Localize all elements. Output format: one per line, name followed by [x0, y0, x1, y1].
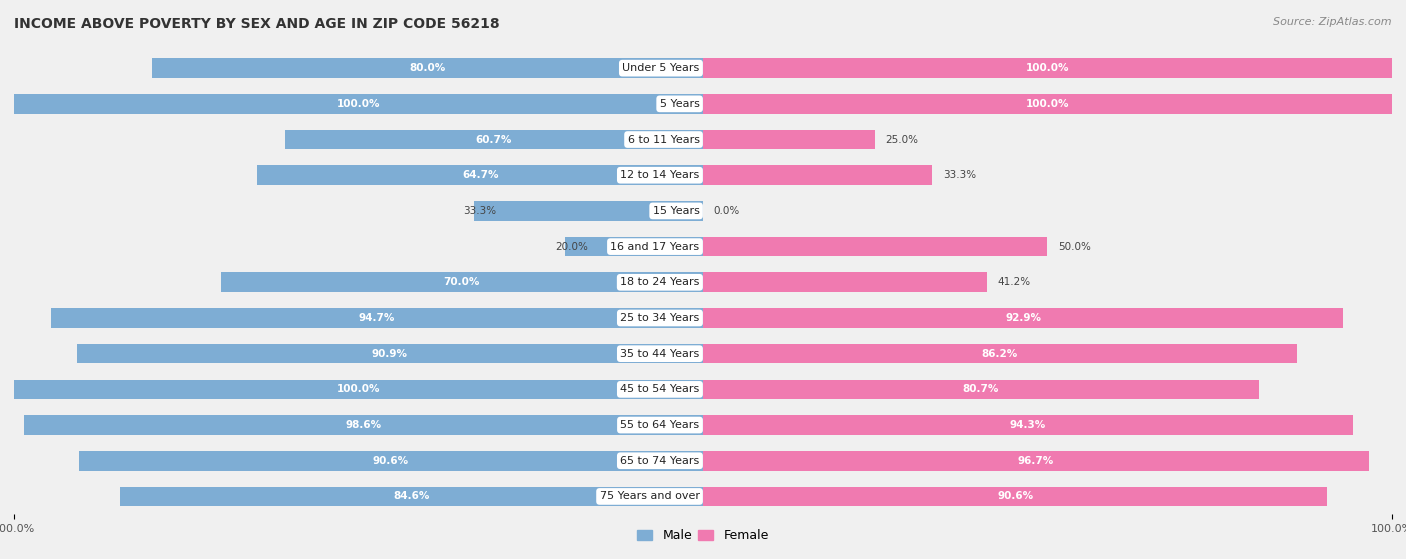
Bar: [703, 229, 1406, 264]
Bar: [703, 193, 1406, 229]
Text: 65 to 74 Years: 65 to 74 Years: [620, 456, 700, 466]
Bar: [703, 86, 1406, 122]
Bar: [0, 86, 703, 122]
Bar: [703, 58, 1392, 78]
Bar: [703, 237, 1047, 257]
Text: 92.9%: 92.9%: [1005, 313, 1040, 323]
Bar: [0, 193, 703, 229]
Text: 6 to 11 Years: 6 to 11 Years: [627, 135, 700, 145]
Bar: [703, 443, 1406, 479]
Bar: [703, 451, 1369, 471]
Text: 45 to 54 Years: 45 to 54 Years: [620, 385, 700, 394]
Text: Source: ZipAtlas.com: Source: ZipAtlas.com: [1274, 17, 1392, 27]
Bar: [0, 122, 703, 158]
Text: 94.3%: 94.3%: [1010, 420, 1046, 430]
Text: 98.6%: 98.6%: [346, 420, 381, 430]
Text: 33.3%: 33.3%: [463, 206, 496, 216]
Text: 20.0%: 20.0%: [555, 241, 588, 252]
Text: 0.0%: 0.0%: [713, 206, 740, 216]
Text: 12 to 14 Years: 12 to 14 Years: [620, 170, 700, 180]
Bar: [0, 372, 703, 407]
Text: 16 and 17 Years: 16 and 17 Years: [610, 241, 700, 252]
Bar: [703, 487, 1327, 506]
Text: 90.6%: 90.6%: [997, 491, 1033, 501]
Bar: [0, 229, 703, 264]
Text: 80.7%: 80.7%: [963, 385, 1000, 394]
Bar: [14, 380, 703, 399]
Bar: [703, 122, 1406, 158]
Bar: [703, 407, 1406, 443]
Bar: [77, 344, 703, 363]
Text: 55 to 64 Years: 55 to 64 Years: [620, 420, 700, 430]
Bar: [703, 380, 1258, 399]
Bar: [703, 300, 1406, 336]
Bar: [703, 372, 1406, 407]
Bar: [79, 451, 703, 471]
Text: 84.6%: 84.6%: [394, 491, 430, 501]
Bar: [565, 237, 703, 257]
Bar: [0, 336, 703, 372]
Bar: [0, 443, 703, 479]
Bar: [474, 201, 703, 221]
Bar: [703, 158, 1406, 193]
Bar: [703, 336, 1406, 372]
Bar: [221, 272, 703, 292]
Text: 5 Years: 5 Years: [659, 99, 700, 109]
Bar: [0, 264, 703, 300]
Bar: [703, 344, 1296, 363]
Text: 80.0%: 80.0%: [409, 63, 446, 73]
Bar: [0, 158, 703, 193]
Text: 90.9%: 90.9%: [371, 349, 408, 359]
Text: 18 to 24 Years: 18 to 24 Years: [620, 277, 700, 287]
Bar: [285, 130, 703, 149]
Bar: [0, 300, 703, 336]
Text: 25.0%: 25.0%: [886, 135, 918, 145]
Text: 90.6%: 90.6%: [373, 456, 409, 466]
Bar: [14, 94, 703, 113]
Text: 64.7%: 64.7%: [463, 170, 498, 180]
Bar: [257, 165, 703, 185]
Legend: Male, Female: Male, Female: [633, 524, 773, 547]
Text: 60.7%: 60.7%: [475, 135, 512, 145]
Bar: [703, 50, 1406, 86]
Text: 70.0%: 70.0%: [444, 277, 479, 287]
Text: 75 Years and over: 75 Years and over: [599, 491, 700, 501]
Text: 50.0%: 50.0%: [1057, 241, 1091, 252]
Text: 35 to 44 Years: 35 to 44 Years: [620, 349, 700, 359]
Bar: [51, 308, 703, 328]
Bar: [120, 487, 703, 506]
Bar: [703, 415, 1353, 435]
Text: 15 Years: 15 Years: [652, 206, 700, 216]
Text: INCOME ABOVE POVERTY BY SEX AND AGE IN ZIP CODE 56218: INCOME ABOVE POVERTY BY SEX AND AGE IN Z…: [14, 17, 499, 31]
Text: Under 5 Years: Under 5 Years: [623, 63, 700, 73]
Bar: [703, 308, 1343, 328]
Bar: [703, 130, 875, 149]
Bar: [152, 58, 703, 78]
Bar: [703, 479, 1406, 514]
Bar: [703, 264, 1406, 300]
Bar: [0, 50, 703, 86]
Bar: [0, 407, 703, 443]
Bar: [0, 479, 703, 514]
Text: 41.2%: 41.2%: [997, 277, 1031, 287]
Text: 100.0%: 100.0%: [337, 99, 380, 109]
Bar: [703, 165, 932, 185]
Text: 25 to 34 Years: 25 to 34 Years: [620, 313, 700, 323]
Text: 100.0%: 100.0%: [337, 385, 380, 394]
Bar: [703, 272, 987, 292]
Bar: [703, 94, 1392, 113]
Text: 96.7%: 96.7%: [1018, 456, 1054, 466]
Bar: [24, 415, 703, 435]
Text: 33.3%: 33.3%: [943, 170, 976, 180]
Text: 100.0%: 100.0%: [1026, 63, 1069, 73]
Text: 100.0%: 100.0%: [1026, 99, 1069, 109]
Text: 94.7%: 94.7%: [359, 313, 395, 323]
Text: 86.2%: 86.2%: [981, 349, 1018, 359]
